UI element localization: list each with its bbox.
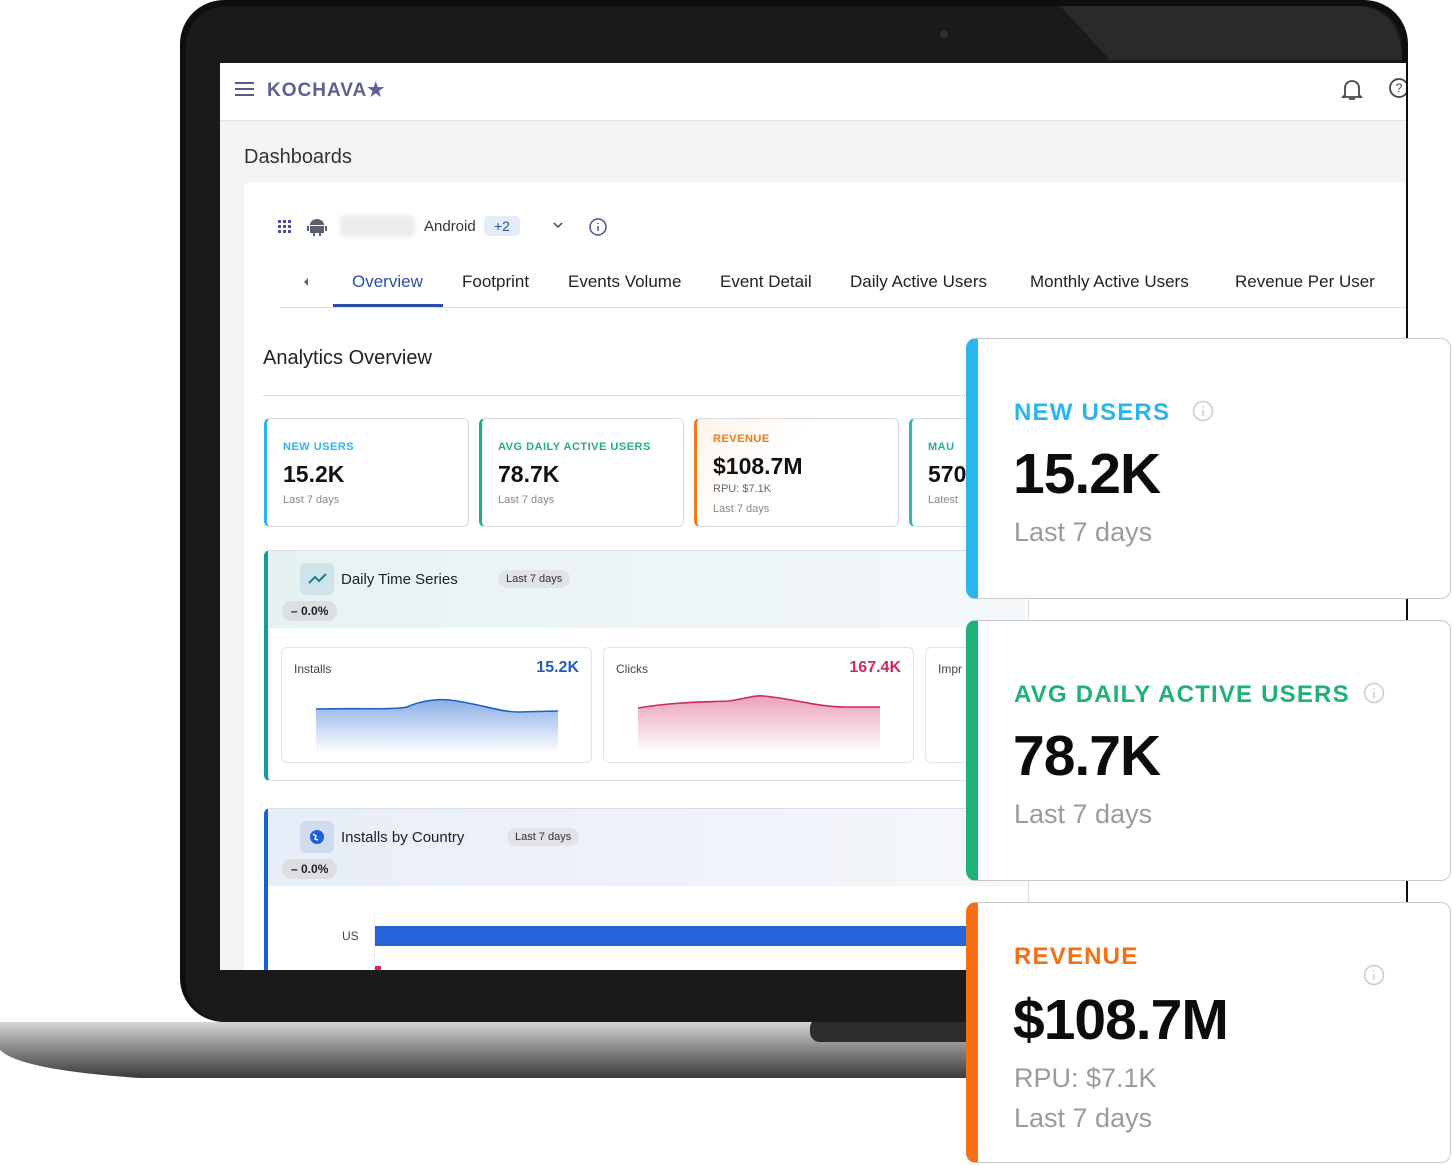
info-icon[interactable] — [1192, 400, 1214, 422]
tab[interactable]: Revenue Per User — [1235, 272, 1375, 291]
chevron[interactable] — [552, 221, 564, 231]
kpi-callout: REVENUE $108.7M RPU: $7.1K Last 7 days — [966, 902, 1451, 1163]
tab[interactable]: Monthly Active Users — [1030, 272, 1189, 291]
panel-title: Daily Time Series — [341, 571, 458, 588]
kpi-value: 78.7K — [498, 461, 560, 487]
panel-header — [268, 809, 1025, 886]
range-badge: Last 7 days — [498, 570, 571, 588]
globe-icon — [300, 821, 334, 853]
kpi-period: Latest — [928, 494, 958, 506]
callout-label: NEW USERS — [1014, 399, 1171, 426]
sparkline — [637, 695, 880, 753]
kpi-rpu: RPU: $7.1K — [713, 483, 772, 495]
panel-title: Installs by Country — [341, 829, 465, 846]
info-icon[interactable] — [1363, 682, 1385, 704]
callout-period: Last 7 days — [1014, 1103, 1153, 1133]
country-label: US — [342, 929, 359, 943]
change-badge: – 0.0% — [282, 859, 338, 879]
brand[interactable]: KOCHAVA★ — [267, 80, 386, 101]
mini-chart: Clicks 167.4K — [603, 647, 914, 763]
metric-name: Installs — [294, 662, 332, 676]
tab[interactable]: Footprint — [462, 272, 530, 291]
panel-header — [268, 551, 1025, 628]
kpi-label: MAU — [928, 441, 955, 453]
blurred-app — [340, 215, 415, 237]
svg-text:?: ? — [1396, 81, 1403, 95]
metric-value: 15.2K — [536, 659, 579, 676]
platform[interactable]: Android — [424, 218, 476, 235]
tab[interactable]: Events Volume — [568, 272, 682, 291]
kpi-callout: NEW USERS 15.2K Last 7 days — [966, 338, 1451, 599]
metric-value: 167.4K — [849, 659, 901, 676]
kpi-callout: AVG DAILY ACTIVE USERS 78.7K Last 7 days — [966, 620, 1451, 881]
bell-icon[interactable] — [1340, 77, 1364, 103]
kpi-period: Last 7 days — [283, 494, 340, 506]
kpi-value: 15.2K — [283, 461, 345, 487]
section-divider — [263, 395, 1406, 396]
kpi-label: NEW USERS — [283, 441, 355, 453]
info-icon[interactable] — [588, 217, 608, 237]
tab[interactable]: Daily Active Users — [850, 272, 987, 291]
country-bar — [375, 966, 381, 970]
axis-line — [374, 913, 375, 970]
metric-name: Impr — [938, 662, 962, 676]
sparkline — [315, 698, 559, 753]
kpi-value: $108.7M — [713, 453, 803, 479]
kpi-card: NEW USERS 15.2K Last 7 days — [264, 418, 469, 527]
tab-underline — [333, 304, 443, 307]
callout-period: Last 7 days — [1014, 799, 1153, 829]
metric-name: Clicks — [616, 662, 648, 676]
tab-prev[interactable] — [302, 276, 310, 288]
section-title: Analytics Overview — [263, 347, 432, 369]
tab[interactable]: Overview — [352, 272, 423, 291]
tab[interactable]: Event Detail — [720, 272, 812, 291]
help-icon[interactable]: ? — [1388, 77, 1406, 101]
callout-value: 78.7K — [1013, 724, 1161, 788]
android-icon — [307, 219, 327, 236]
callout-rpu: RPU: $7.1K — [1014, 1063, 1157, 1093]
callout-label: AVG DAILY ACTIVE USERS — [1014, 681, 1350, 708]
callout-label: REVENUE — [1014, 943, 1139, 970]
info-icon[interactable] — [1363, 964, 1385, 986]
kpi-card: REVENUE $108.7M RPU: $7.1K Last 7 days — [694, 418, 899, 527]
country-bar — [375, 926, 995, 946]
callout-value: 15.2K — [1013, 442, 1161, 506]
kpi-label: AVG DAILY ACTIVE USERS — [498, 441, 651, 453]
kpi-period: Last 7 days — [498, 494, 555, 506]
kpi-card: AVG DAILY ACTIVE USERS 78.7K Last 7 days — [479, 418, 684, 527]
menu-icon[interactable] — [234, 81, 256, 97]
range-badge: Last 7 days — [507, 828, 580, 846]
mini-chart: Installs 15.2K — [281, 647, 592, 763]
callout-value: $108.7M — [1013, 988, 1229, 1052]
extra-count[interactable]: +2 — [484, 216, 520, 236]
kpi-value: 570 — [928, 461, 967, 487]
kpi-period: Last 7 days — [713, 503, 770, 515]
tab-divider — [280, 307, 1406, 308]
callout-period: Last 7 days — [1014, 517, 1153, 547]
kpi-label: REVENUE — [713, 433, 770, 445]
page-title: Dashboards — [244, 146, 352, 168]
apps-icon[interactable] — [278, 220, 292, 234]
change-badge: – 0.0% — [282, 601, 338, 621]
top-bar — [220, 63, 1406, 121]
trend-icon — [300, 563, 334, 595]
